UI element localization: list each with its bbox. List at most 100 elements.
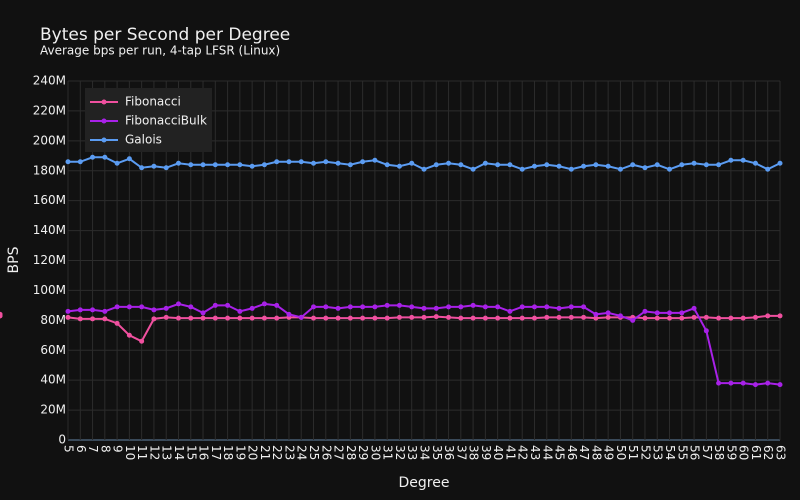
data-point	[531, 315, 537, 321]
data-point	[728, 157, 734, 163]
data-point	[409, 160, 415, 166]
data-point	[90, 154, 96, 160]
data-point	[151, 163, 157, 169]
data-point	[654, 162, 660, 168]
data-point	[765, 313, 771, 319]
data-point	[482, 160, 488, 166]
data-point	[360, 315, 366, 321]
data-point	[568, 304, 574, 310]
data-point	[421, 166, 427, 172]
data-point	[630, 162, 636, 168]
data-point	[396, 163, 402, 169]
data-point	[249, 163, 255, 169]
data-point	[679, 162, 685, 168]
x-tick-label: 52	[638, 445, 652, 460]
data-point	[716, 315, 722, 321]
data-point	[642, 308, 648, 314]
y-tick-label: 0	[58, 433, 66, 447]
y-tick-label: 180M	[33, 163, 66, 177]
data-point	[65, 159, 71, 165]
data-point	[188, 304, 194, 310]
data-point	[617, 166, 623, 172]
data-point	[691, 160, 697, 166]
data-point	[102, 316, 108, 322]
data-point	[65, 314, 71, 320]
data-point	[691, 305, 697, 311]
data-point	[421, 305, 427, 311]
data-point	[667, 166, 673, 172]
data-point	[482, 315, 488, 321]
data-point	[581, 163, 587, 169]
data-point	[568, 314, 574, 320]
data-point	[433, 162, 439, 168]
y-tick-label: 20M	[40, 403, 66, 417]
data-point	[507, 315, 513, 321]
data-point	[360, 304, 366, 310]
data-point	[274, 315, 280, 321]
data-point	[114, 160, 120, 166]
x-tick-label: 27	[332, 445, 346, 460]
x-tick-label: 23	[282, 445, 296, 460]
data-point	[777, 382, 783, 388]
data-point	[261, 315, 267, 321]
data-point	[225, 162, 231, 168]
data-point	[617, 313, 623, 319]
data-point	[752, 160, 758, 166]
data-point	[335, 305, 341, 311]
data-point	[495, 304, 501, 310]
x-tick-label: 10	[123, 445, 137, 460]
data-point	[372, 157, 378, 163]
data-point	[286, 311, 292, 317]
data-point	[163, 314, 169, 320]
data-point	[175, 160, 181, 166]
data-point	[360, 159, 366, 165]
data-point	[691, 314, 697, 320]
x-tick-label: 5	[62, 445, 76, 453]
data-point	[703, 162, 709, 168]
x-tick-label: 45	[553, 445, 567, 460]
x-tick-label: 18	[221, 445, 235, 460]
data-point	[298, 159, 304, 165]
data-point	[126, 156, 132, 162]
data-point	[237, 162, 243, 168]
data-point	[347, 304, 353, 310]
x-tick-label: 40	[491, 445, 505, 460]
x-axis-label: Degree	[399, 475, 450, 491]
data-point	[323, 315, 329, 321]
x-tick-label: 55	[675, 445, 689, 460]
data-point	[126, 304, 132, 310]
data-point	[261, 301, 267, 307]
x-tick-label: 59	[724, 445, 738, 460]
data-point	[188, 162, 194, 168]
data-point	[102, 308, 108, 314]
x-tick-label: 11	[135, 445, 149, 460]
x-tick-label: 8	[98, 445, 112, 453]
data-point	[581, 314, 587, 320]
data-point	[716, 380, 722, 386]
x-tick-label: 20	[246, 445, 260, 460]
y-tick-label: 120M	[33, 253, 66, 267]
data-point	[200, 315, 206, 321]
data-point	[311, 160, 317, 166]
data-point	[323, 159, 329, 165]
data-point	[384, 315, 390, 321]
x-tick-label: 57	[700, 445, 714, 460]
data-point	[495, 162, 501, 168]
y-tick-label: 80M	[40, 313, 66, 327]
y-tick-label: 100M	[33, 283, 66, 297]
data-point	[90, 307, 96, 313]
x-tick-label: 61	[749, 445, 763, 460]
data-point	[752, 314, 758, 320]
data-point	[274, 302, 280, 308]
data-point	[421, 314, 427, 320]
data-point	[740, 157, 746, 163]
x-tick-label: 26	[319, 445, 333, 460]
data-point	[568, 166, 574, 172]
data-point	[175, 315, 181, 321]
legend-label: Fibonacci	[125, 95, 181, 109]
x-tick-label: 50	[614, 445, 628, 460]
data-point	[458, 315, 464, 321]
x-tick-label: 21	[258, 445, 272, 460]
x-tick-label: 13	[160, 445, 174, 460]
data-point	[531, 163, 537, 169]
